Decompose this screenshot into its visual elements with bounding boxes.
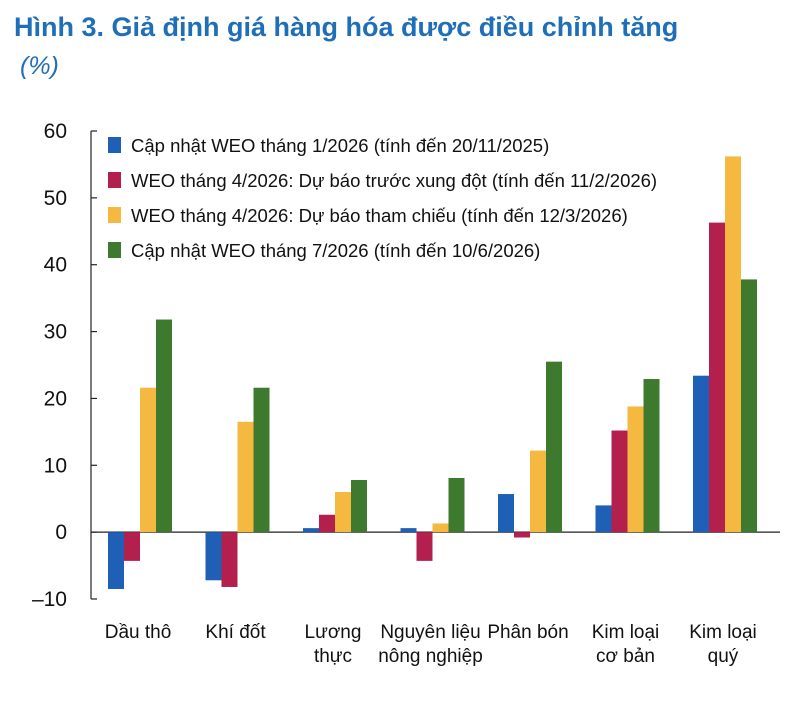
legend-swatch <box>108 242 121 258</box>
y-tick-label: 0 <box>55 521 67 544</box>
x-category-label: Khí đốt <box>205 622 266 643</box>
x-category-label: thực <box>314 646 352 667</box>
legend-label: Cập nhật WEO tháng 1/2026 (tính đến 20/1… <box>131 135 549 156</box>
x-category-label: Dầu thô <box>105 622 172 643</box>
bar <box>725 156 741 533</box>
legend-swatch <box>108 207 121 223</box>
bar <box>546 361 562 533</box>
bar <box>156 319 172 533</box>
x-category-label: quý <box>708 646 739 667</box>
bar <box>253 387 270 533</box>
bar <box>205 532 222 581</box>
x-category-label: Lương <box>305 622 362 643</box>
legend-label: Cập nhật WEO tháng 7/2026 (tính đến 10/6… <box>131 240 540 261</box>
bar <box>140 387 156 533</box>
bar <box>237 421 254 533</box>
bar <box>627 406 644 533</box>
bar <box>303 528 319 533</box>
chart-title: Hình 3. Giả định giá hàng hóa được điều … <box>14 12 679 42</box>
chart-legend: Cập nhật WEO tháng 1/2026 (tính đến 20/1… <box>108 135 657 261</box>
category-labels: Dầu thô Khí đốt Lương thực Nguyên liệu nông n… <box>105 622 757 667</box>
x-category-label: Kim loại <box>689 622 757 643</box>
bar <box>124 532 140 561</box>
legend-swatch <box>108 137 121 153</box>
bar <box>416 532 433 561</box>
y-tick-label: 50 <box>44 187 67 210</box>
x-category-label: cơ bản <box>596 646 655 667</box>
x-category-label: Phân bón <box>487 622 568 643</box>
bar <box>432 523 449 533</box>
y-tick-label: 60 <box>44 120 67 143</box>
y-tick-label: 30 <box>44 321 67 344</box>
legend-label: WEO tháng 4/2026: Dự báo tham chiếu (tín… <box>131 205 628 226</box>
bar <box>448 477 465 533</box>
bar <box>741 279 757 533</box>
bar <box>709 222 725 533</box>
y-tick-label: 10 <box>44 454 67 477</box>
legend-label: WEO tháng 4/2026: Dự báo trước xung đột … <box>131 170 657 191</box>
bar <box>595 505 612 533</box>
legend-swatch <box>108 172 121 188</box>
y-tick-label: –10 <box>32 588 67 611</box>
bar <box>221 532 238 587</box>
x-category-label: nông nghiệp <box>378 646 483 667</box>
bar <box>693 375 709 533</box>
bar <box>351 479 367 533</box>
bar <box>611 430 628 533</box>
bar <box>335 492 351 533</box>
bar <box>643 379 660 533</box>
x-category-label: Nguyên liệu <box>380 622 480 643</box>
bar <box>530 450 546 533</box>
bar <box>498 494 514 533</box>
y-tick-label: 40 <box>44 254 67 277</box>
chart-subtitle: (%) <box>20 52 59 80</box>
bar <box>400 528 417 533</box>
chart-axes: 60 50 40 30 20 10 0 –10 <box>32 120 780 611</box>
bar <box>514 532 530 538</box>
chart-bars <box>108 156 757 589</box>
x-category-label: Kim loại <box>592 622 660 643</box>
y-tick-label: 20 <box>44 387 67 410</box>
bar <box>108 532 124 589</box>
bar <box>319 514 335 533</box>
